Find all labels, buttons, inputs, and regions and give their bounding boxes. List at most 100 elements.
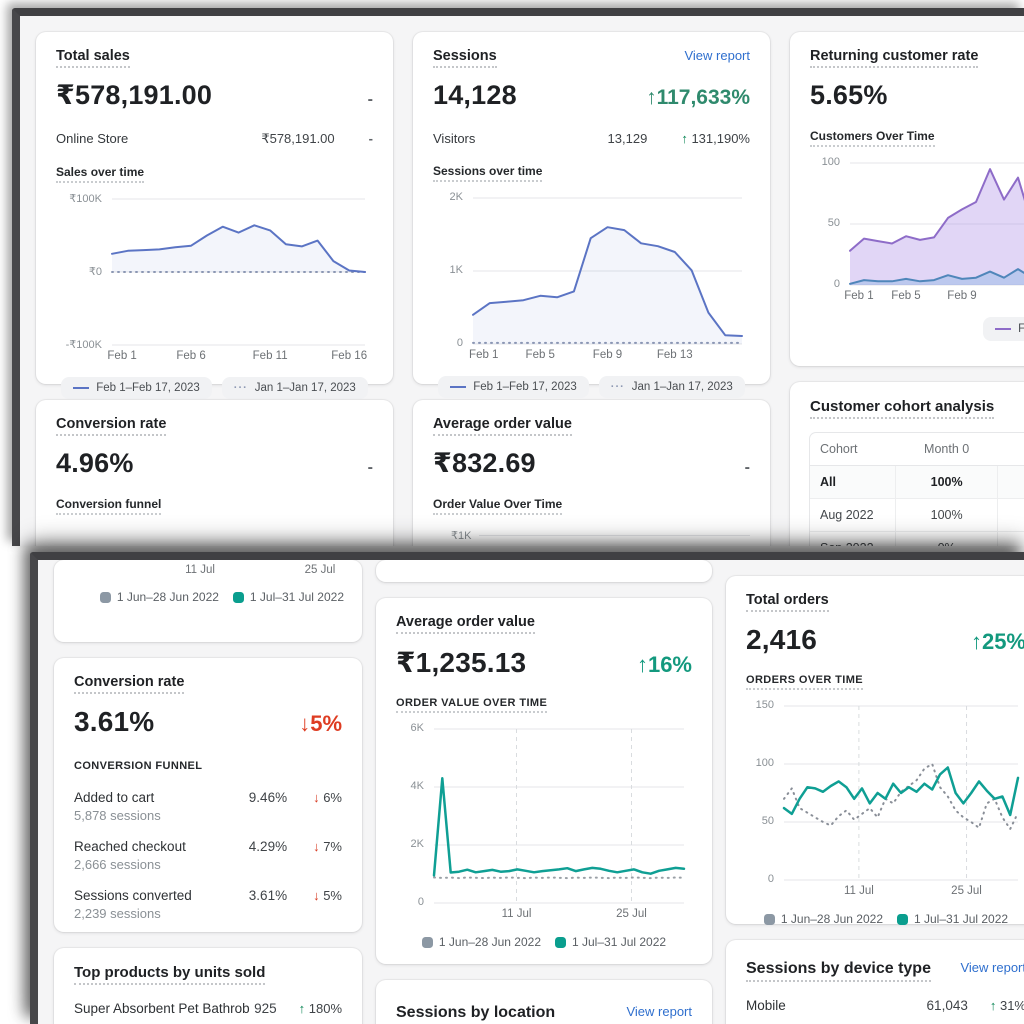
visitors-label: Visitors (433, 131, 476, 146)
ytick-label: ₹1K (451, 530, 472, 542)
total-orders-value: 2,416 (746, 624, 818, 655)
legend-current-period: 1 Jul–31 Jul 2022 (232, 590, 344, 604)
legend-current-period: Feb 1–Feb 17, 2023 (438, 376, 589, 398)
clipped-chart-xticks: 11 Jul 25 Jul (72, 562, 344, 580)
total-orders-title[interactable]: Total orders (746, 592, 829, 612)
bottom-column-1: 11 Jul 25 Jul 1 Jun–28 Jun 2022 1 Jul–31… (54, 560, 362, 1024)
sales-over-time-label: Sales over time (56, 165, 145, 183)
clipped-chart-legend: 1 Jun–28 Jun 2022 1 Jul–31 Jul 2022 (72, 590, 344, 604)
sales-over-time-chart: ₹100K ₹0 -₹100K Feb 1 Feb 6 Feb 11 Feb 16 (65, 193, 368, 362)
aov-title[interactable]: Average order value (433, 416, 572, 436)
sessions-by-device-card: Sessions by device type View report Mobi… (726, 940, 1024, 1024)
conversion-rate-title[interactable]: Conversion rate (56, 416, 167, 436)
month1-col-header: Month 1 (997, 433, 1024, 466)
top-products-title[interactable]: Top products by units sold (74, 964, 266, 985)
conversion-funnel-label: Conversion funnel (56, 497, 162, 515)
customer-cohort-card: Customer cohort analysis Cohort Month 0 … (790, 382, 1024, 546)
gray-square-icon (421, 936, 433, 948)
legend-current-period: 1 Jul–31 Jul 2022 (897, 912, 1008, 926)
returning-customer-rate-card: Returning customer rate 5.65% Customers … (790, 32, 1024, 366)
customers-over-time-chart: 100 50 0 Feb 1 Feb 5 Feb 9 (810, 156, 1024, 305)
returning-rate-value: 5.65% (810, 80, 888, 110)
sessions-by-location-card: Sessions by location View report (376, 980, 712, 1024)
average-order-value-card: Average order value ₹1,235.13 ↑16% ORDER… (376, 598, 712, 964)
cohort-header-row: Cohort Month 0 Month 1 (810, 433, 1024, 466)
up-arrow-icon: ↑ (298, 1001, 306, 1016)
dotted-line-sample-icon: ··· (233, 382, 248, 394)
dashboard-screenshot-bottom: 11 Jul 25 Jul 1 Jun–28 Jun 2022 1 Jul–31… (30, 552, 1024, 1024)
order-value-over-time-chart: 6K 4K 2K 0 11 Jul 25 Jul (396, 722, 692, 923)
conversion-rate-title[interactable]: Conversion rate (74, 674, 185, 694)
line-sample-icon (73, 387, 90, 389)
customers-chart-legend: First-time (810, 317, 1024, 341)
xtick-label: 11 Jul (185, 564, 215, 576)
visitors-delta: ↑ 131,190% (681, 131, 750, 146)
funnel-row-added-to-cart: Added to cart 9.46% ↓ 6% 5,878 sessions (74, 790, 342, 823)
sessions-view-report-link[interactable]: View report (684, 48, 750, 63)
clipped-chart-card: 11 Jul 25 Jul 1 Jun–28 Jun 2022 1 Jul–31… (54, 560, 362, 642)
conversion-funnel-label: CONVERSION FUNNEL (74, 760, 203, 772)
aov-chart-legend: 1 Jun–28 Jun 2022 1 Jul–31 Jul 2022 (396, 935, 692, 949)
top-dashboard-grid: Total sales ₹578,191.00 - Online Store ₹… (20, 16, 1024, 546)
conversion-rate-card: Conversion rate 3.61% ↓5% CONVERSION FUN… (54, 658, 362, 932)
cohort-title[interactable]: Customer cohort analysis (810, 398, 995, 419)
total-sales-title[interactable]: Total sales (56, 48, 130, 68)
gray-square-icon (99, 591, 111, 603)
device-view-report-link[interactable]: View report (960, 960, 1024, 975)
total-sales-card: Total sales ₹578,191.00 - Online Store ₹… (36, 32, 393, 399)
down-arrow-icon: ↓ (313, 839, 320, 854)
legend-previous-period: ··· Jan 1–Jan 17, 2023 (221, 377, 368, 399)
top-column-3: Returning customer rate 5.65% Customers … (790, 32, 1024, 546)
sessions-value: 14,128 (433, 80, 517, 110)
legend-previous-period: 1 Jun–28 Jun 2022 (763, 912, 883, 926)
funnel-row-sessions-converted: Sessions converted 3.61% ↓ 5% 2,239 sess… (74, 888, 342, 921)
sales-chart-legend: Feb 1–Feb 17, 2023 ··· Jan 1–Jan 17, 2023 (56, 377, 373, 399)
location-view-report-link[interactable]: View report (626, 1004, 692, 1019)
down-arrow-icon: ↓ (313, 790, 320, 805)
sessions-title[interactable]: Sessions (433, 48, 497, 68)
returning-rate-title[interactable]: Returning customer rate (810, 48, 979, 68)
funnel-row-reached-checkout: Reached checkout 4.29% ↓ 7% 2,666 sessio… (74, 839, 342, 872)
legend-current-period: Feb 1–Feb 17, 2023 (61, 377, 212, 399)
sessions-device-title[interactable]: Sessions by device type (746, 960, 931, 982)
total-orders-card: Total orders 2,416 ↑25% ORDERS OVER TIME… (726, 576, 1024, 926)
sessions-delta: ↑117,633% (646, 86, 750, 109)
legend-previous-period: 1 Jun–28 Jun 2022 (99, 590, 219, 604)
legend-first-time: First-time (983, 317, 1024, 341)
no-change-indicator: - (744, 459, 750, 476)
average-order-value-card-top: Average order value ₹832.69 - Order Valu… (413, 400, 770, 546)
conversion-rate-value: 4.96% (56, 448, 134, 478)
down-arrow-icon: ↓ (313, 888, 320, 903)
sessions-card: Sessions View report 14,128 ↑117,633% Vi… (413, 32, 770, 398)
aov-title[interactable]: Average order value (396, 614, 535, 634)
total-sales-value: ₹578,191.00 (56, 80, 213, 110)
gridline (479, 535, 750, 536)
customers-over-time-label: Customers Over Time (810, 129, 935, 147)
channel-value: ₹578,191.00 (261, 131, 335, 146)
dashboard-screenshot-top: Total sales ₹578,191.00 - Online Store ₹… (12, 8, 1024, 546)
conversion-rate-card-top: Conversion rate 4.96% - Conversion funne… (36, 400, 393, 546)
order-value-over-time-label: Order Value Over Time (433, 497, 563, 515)
aov-delta: ↑16% (636, 652, 692, 677)
legend-current-period: 1 Jul–31 Jul 2022 (555, 935, 666, 949)
no-change-indicator: - (367, 91, 373, 108)
sessions-chart-legend: Feb 1–Feb 17, 2023 ··· Jan 1–Jan 17, 2023 (433, 376, 750, 398)
legend-previous-period: ··· Jan 1–Jan 17, 2023 (598, 376, 745, 398)
legend-previous-period: 1 Jun–28 Jun 2022 (421, 935, 541, 949)
teal-square-icon (555, 936, 566, 948)
conversion-rate-value: 3.61% (74, 706, 155, 737)
cohort-table: Cohort Month 0 Month 1 All 100% 0% Aug 2… (810, 433, 1024, 546)
orders-over-time-label: ORDERS OVER TIME (746, 674, 864, 690)
line-sample-icon (450, 386, 467, 388)
teal-square-icon (232, 591, 244, 603)
sessions-over-time-chart: 2K 1K 0 Feb 1 Feb 5 Feb 9 Feb 13 (433, 191, 750, 364)
table-row: Sep 2022 0% 0% (810, 531, 1024, 546)
line-sample-icon (995, 328, 1012, 330)
month0-col-header: Month 0 (895, 433, 998, 466)
aov-value: ₹832.69 (433, 448, 536, 478)
top-column-1: Total sales ₹578,191.00 - Online Store ₹… (36, 32, 393, 546)
bottom-column-2: Average order value ₹1,235.13 ↑16% ORDER… (376, 560, 712, 1024)
dotted-line-sample-icon: ··· (610, 381, 625, 393)
bottom-column-3: Total orders 2,416 ↑25% ORDERS OVER TIME… (726, 576, 1024, 1024)
sessions-location-title[interactable]: Sessions by location (396, 1004, 555, 1024)
